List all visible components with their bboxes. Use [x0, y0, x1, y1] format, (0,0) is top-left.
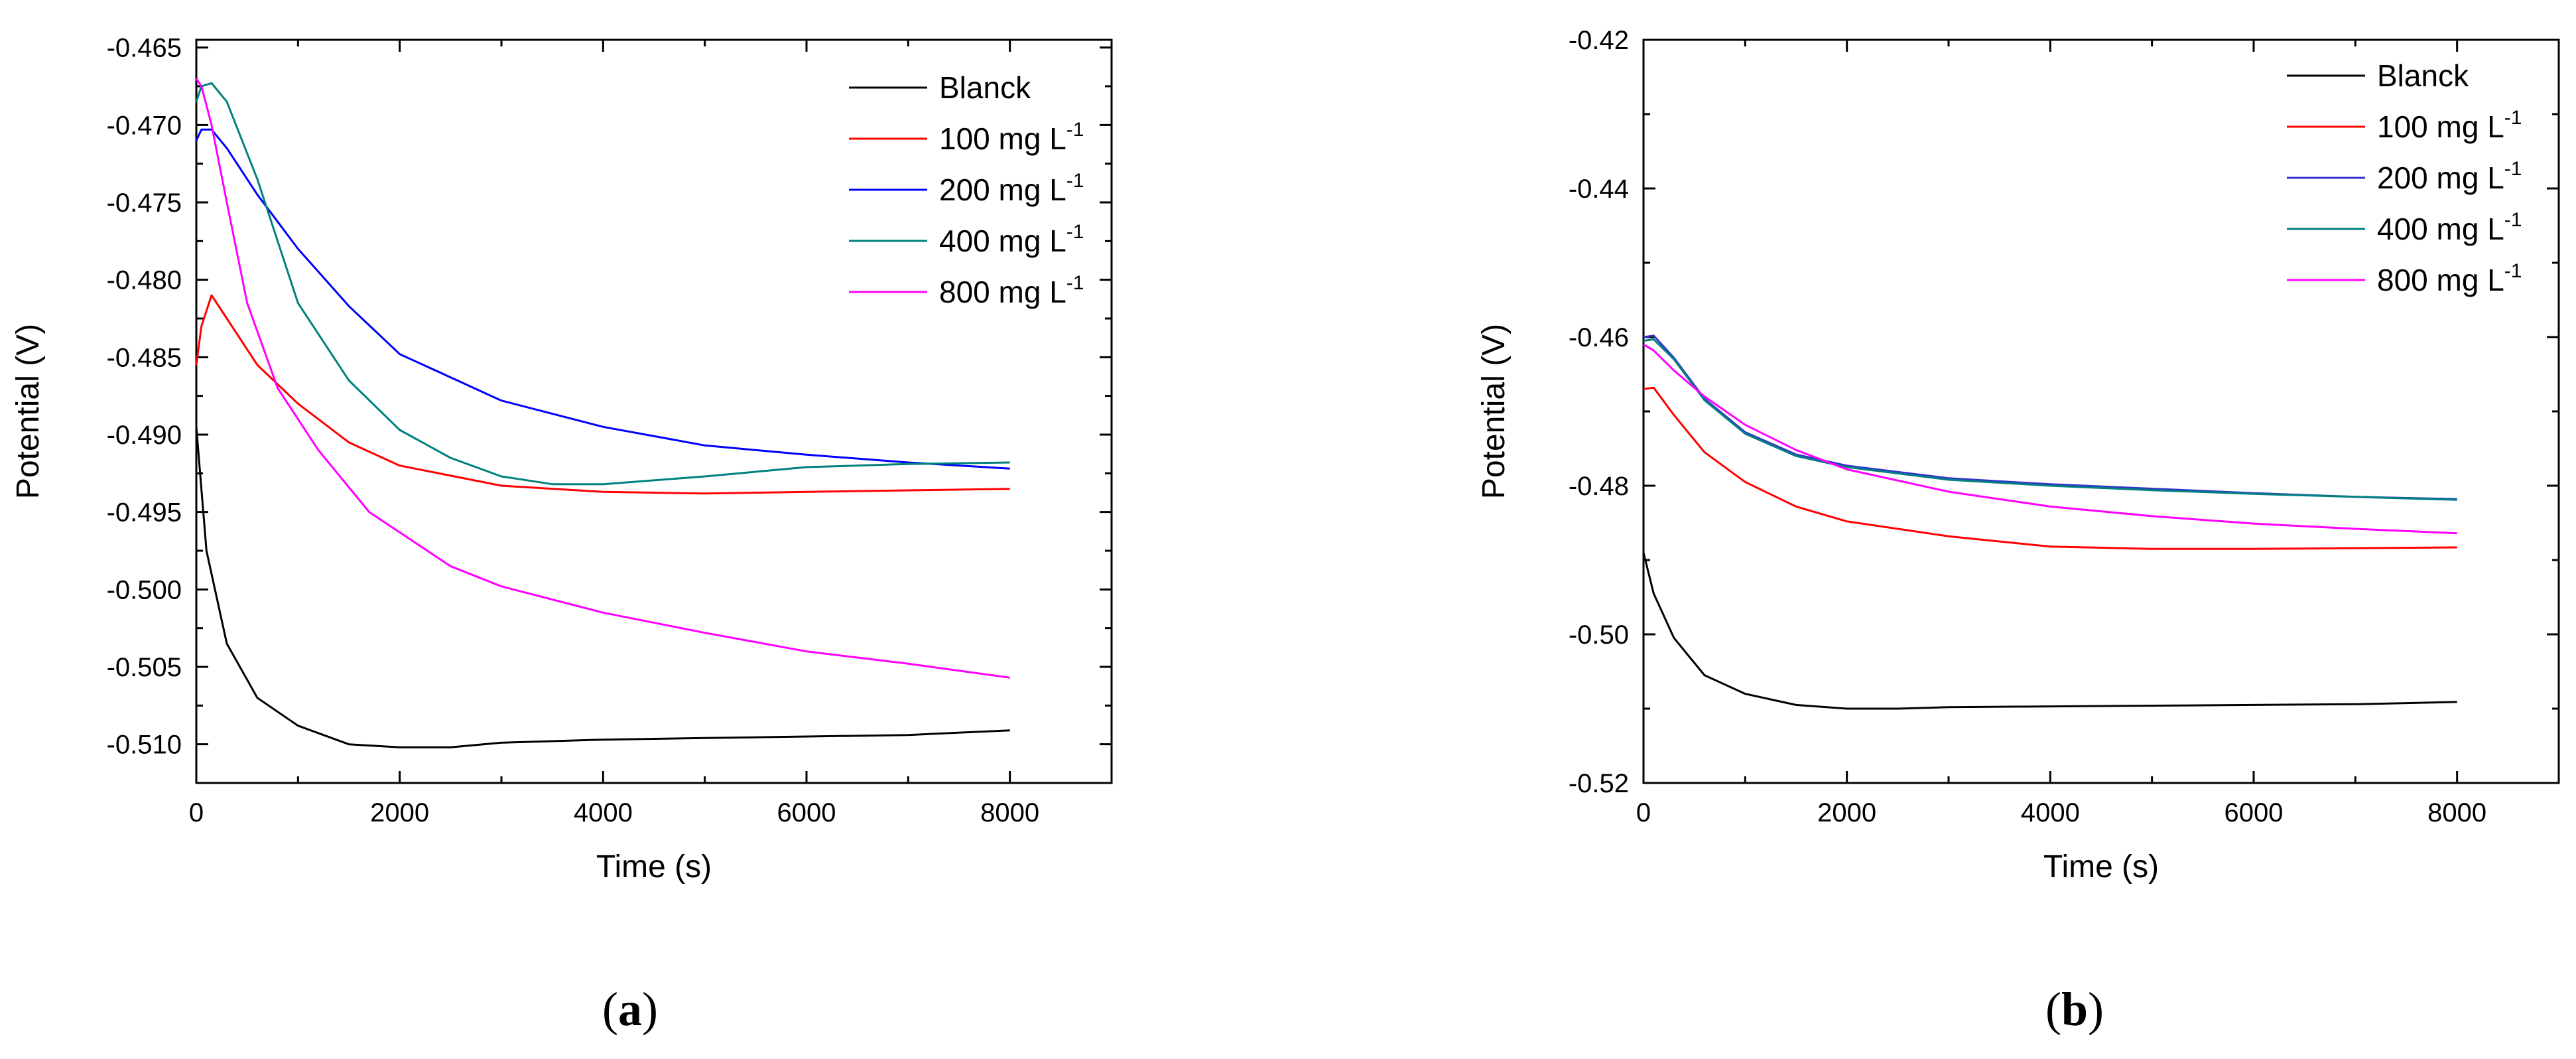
x-tick-label-b: 8000 [2427, 798, 2486, 827]
x-tick-label-a: 8000 [980, 798, 1039, 827]
x-tick-label-b: 0 [1636, 798, 1651, 827]
series-line-a-0 [195, 427, 1010, 748]
series-line-a-4 [195, 78, 1010, 679]
x-tick-label-a: 0 [189, 798, 204, 827]
legend-label-b-3: 400 mg L-1 [2377, 209, 2522, 246]
x-axis-title-a: Time (s) [596, 849, 712, 884]
panel-label-a: (a) [602, 983, 658, 1036]
legend-label-b-2: 200 mg L-1 [2377, 158, 2522, 195]
x-tick-label-b: 6000 [2224, 798, 2284, 827]
y-tick-label-b: -0.44 [1569, 175, 1629, 204]
series-line-a-2 [195, 128, 1010, 470]
series-line-a-1 [195, 294, 1010, 495]
y-tick-label-b: -0.46 [1569, 323, 1629, 352]
y-tick-label-a: -0.510 [107, 731, 182, 760]
plot-frame-b [1642, 38, 2560, 784]
legend-label-a-0: Blanck [939, 70, 1031, 105]
legend-label-b-1: 100 mg L-1 [2377, 107, 2522, 144]
series-line-b-2 [1643, 334, 2457, 500]
y-tick-label-b: -0.52 [1569, 769, 1629, 798]
x-axis-title-b: Time (s) [2043, 849, 2159, 884]
x-tick-label-a: 4000 [574, 798, 633, 827]
chart-b: 0 2000 4000 6000 8000 -0.42 -0.44 -0.46 -0.48 -0.… [1476, 26, 2560, 884]
x-tick-label-a: 6000 [777, 798, 836, 827]
y-tick-label-a: -0.470 [107, 111, 182, 140]
y-tick-label-a: -0.490 [107, 421, 182, 450]
x-tick-label-a: 2000 [370, 798, 429, 827]
plot-frame-a [195, 38, 1113, 784]
chart-a: 0 2000 4000 6000 8000 -0.465 -0.470 -0.475 -0.48… [11, 34, 1113, 884]
legend-label-a-2: 200 mg L-1 [939, 170, 1084, 207]
legend-label-a-1: 100 mg L-1 [939, 119, 1084, 156]
y-tick-label-a: -0.505 [107, 653, 182, 682]
legend-label-a-3: 400 mg L-1 [939, 221, 1084, 258]
y-tick-label-a: -0.475 [107, 188, 182, 218]
series-line-a-3 [195, 82, 1010, 486]
legend-label-a-4: 800 mg L-1 [939, 272, 1084, 309]
series-line-b-0 [1642, 552, 2457, 710]
panel-label-b: (b) [2045, 983, 2104, 1036]
y-tick-label-b: -0.48 [1569, 472, 1629, 501]
y-axis-title-b: Potential (V) [1476, 324, 1512, 499]
y-axis-title-a: Potential (V) [11, 324, 46, 499]
x-tick-label-b: 2000 [1817, 798, 1876, 827]
legend-label-b-4: 800 mg L-1 [2377, 260, 2522, 297]
y-tick-label-b: -0.42 [1569, 26, 1629, 55]
x-tick-label-b: 4000 [2021, 798, 2080, 827]
series-line-b-1 [1643, 386, 2457, 550]
y-tick-label-a: -0.480 [107, 266, 182, 295]
y-tick-label-a: -0.485 [107, 343, 182, 372]
y-tick-label-a: -0.500 [107, 575, 182, 604]
y-tick-label-a: -0.465 [107, 34, 182, 63]
legend-label-b-0: Blanck [2377, 58, 2469, 93]
series-line-b-3 [1643, 338, 2457, 501]
series-line-b-4 [1643, 343, 2457, 535]
y-tick-label-a: -0.495 [107, 498, 182, 528]
y-tick-label-b: -0.50 [1569, 620, 1629, 650]
